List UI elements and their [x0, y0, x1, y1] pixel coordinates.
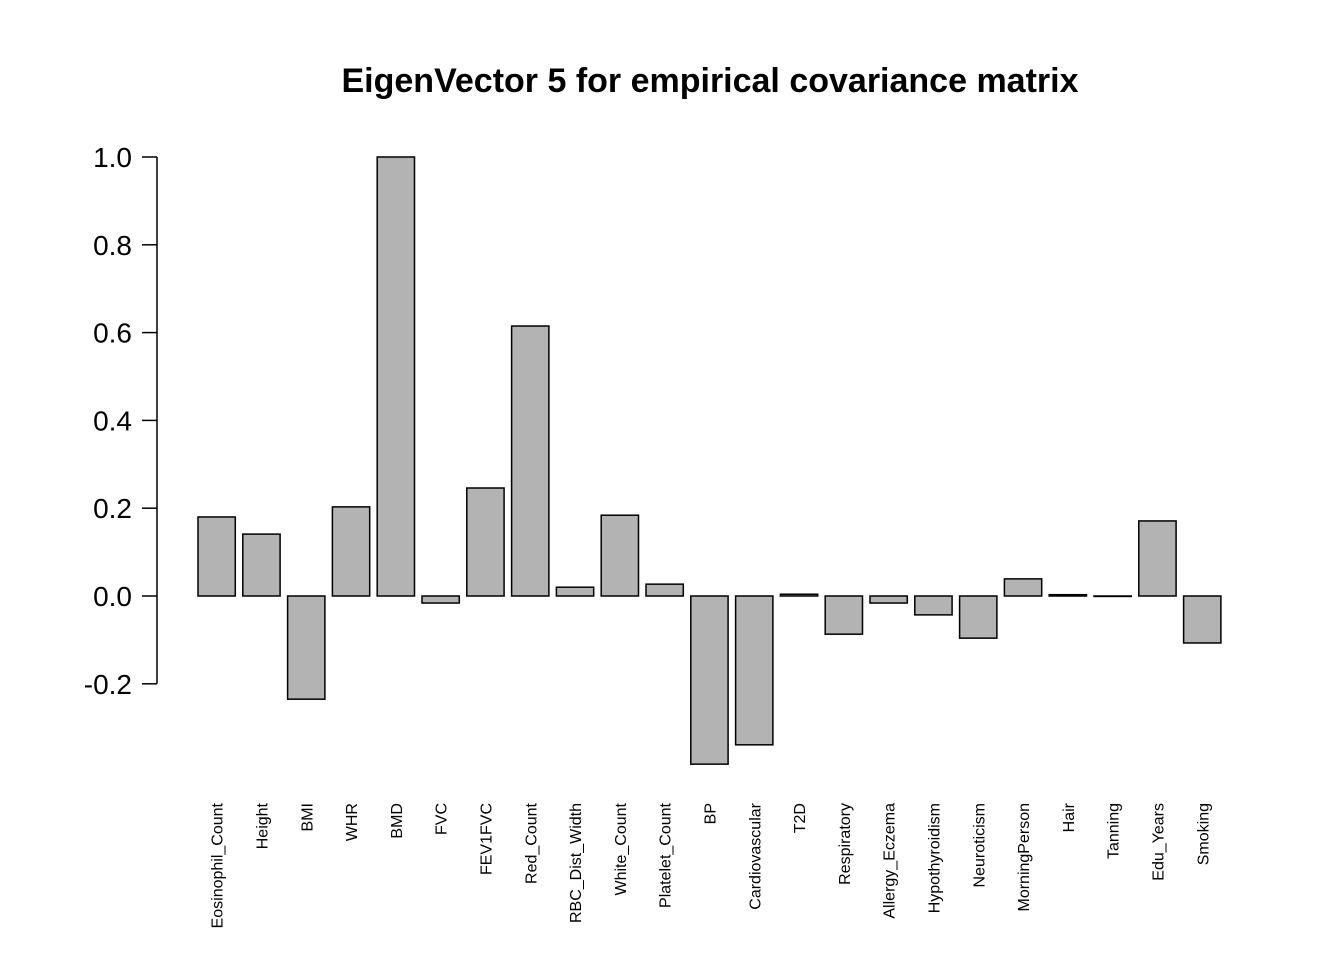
x-tick-label: Tanning — [1106, 803, 1123, 859]
x-tick-label: Height — [254, 802, 271, 849]
bar — [376, 156, 416, 597]
y-tick-label: -0.2 — [84, 669, 132, 700]
x-tick-label: Eosinophil_Count — [210, 802, 227, 928]
y-tick-label: 0.2 — [93, 493, 132, 524]
bar — [690, 595, 729, 765]
x-tick-label: BMI — [299, 803, 316, 831]
x-tick-label: Allergy_Eczema — [882, 803, 899, 919]
bar — [331, 506, 371, 597]
bar — [779, 593, 819, 597]
bar — [1182, 595, 1222, 644]
x-tick-label: Red_Count — [523, 802, 540, 884]
x-tick-label: BP — [702, 803, 719, 824]
x-tick-label: Neuroticism — [971, 803, 988, 887]
x-tick-label: Respiratory — [837, 803, 854, 885]
x-tick-label: T2D — [792, 803, 809, 833]
bar — [510, 325, 550, 597]
bar — [555, 586, 595, 597]
bar — [1048, 593, 1088, 597]
bar — [286, 595, 326, 700]
x-tick-label: Hypothyroidism — [926, 803, 943, 913]
bar — [421, 595, 461, 604]
y-tick-label: 0.6 — [93, 318, 132, 349]
bar — [466, 487, 505, 597]
x-tick-label: White_Count — [613, 802, 630, 895]
bar — [1003, 578, 1043, 597]
bar — [645, 583, 685, 597]
x-tick-label: BMD — [389, 803, 406, 839]
y-tick-label: 1.0 — [93, 142, 132, 173]
x-tick-label: Edu_Years — [1150, 803, 1167, 881]
x-tick-label: WHR — [344, 803, 361, 841]
y-tick-label: 0.8 — [93, 230, 132, 261]
bar — [869, 595, 909, 604]
bar — [824, 595, 864, 635]
bar — [734, 595, 774, 746]
x-tick-label: FEV1FVC — [478, 803, 495, 875]
bar — [958, 595, 998, 639]
y-tick-label: 0.0 — [93, 581, 132, 612]
x-tick-label: Hair — [1061, 802, 1078, 832]
x-tick-label: Cardiovascular — [747, 802, 764, 909]
bar — [914, 595, 953, 616]
y-tick-label: 0.4 — [93, 405, 132, 436]
bar — [1138, 520, 1177, 597]
chart-title: EigenVector 5 for empirical covariance m… — [342, 62, 1079, 100]
x-tick-label: Smoking — [1195, 803, 1212, 865]
bar — [600, 514, 640, 597]
x-tick-label: Platelet_Count — [658, 802, 675, 908]
bar — [197, 516, 237, 597]
bar — [242, 533, 281, 597]
x-tick-label: RBC_Dist_Width — [568, 803, 585, 923]
x-tick-label: MorningPerson — [1016, 803, 1033, 912]
x-tick-label: FVC — [434, 803, 451, 835]
